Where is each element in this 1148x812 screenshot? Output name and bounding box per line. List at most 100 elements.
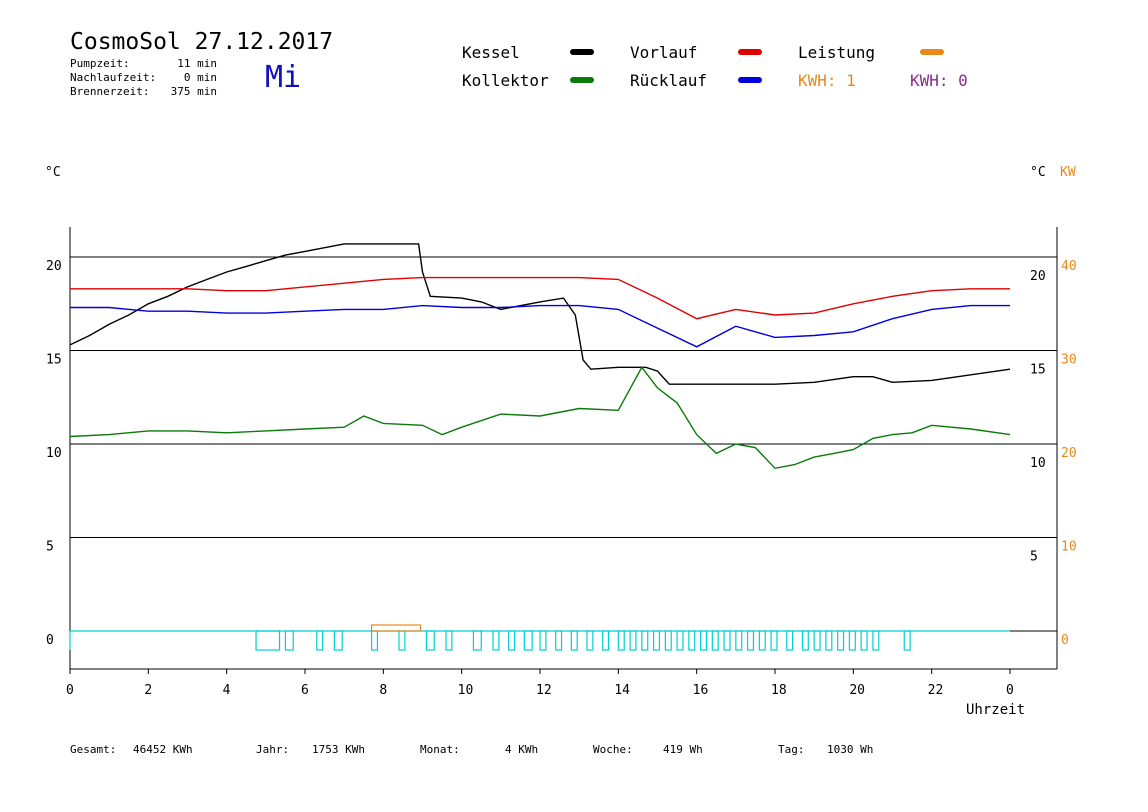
left-tick-label: 20 [46,259,62,274]
pump-pulse [398,630,406,651]
legend-leistung-label: Leistung [798,43,876,62]
pump-pulse [641,630,649,651]
right-kw-tick-label: 20 [1061,446,1077,461]
footer-woche-value: 419 Wh [663,743,703,756]
pump-pulse [316,630,324,651]
pump-pulse [539,630,547,651]
stat-nachlauf-label: Nachlaufzeit: [70,71,157,84]
footer-tag-value: 1030 Wh [827,743,874,756]
stat-nachlauf-value: 0 min [183,71,217,84]
pump-pulse [872,630,880,651]
stat-pumpzeit-value: 11 min [177,57,217,70]
x-tick-label: 16 [693,683,709,698]
legend-kwh1: KWH: 1 [798,71,856,90]
pump-pulse [555,630,563,651]
left-tick-label: 10 [46,446,62,461]
footer-jahr-value: 1753 KWh [312,743,365,756]
x-tick-label: 0 [66,683,74,698]
pump-pulse [746,630,755,651]
x-tick-label: 12 [536,683,552,698]
legend-kwh2: KWH: 0 [910,71,968,90]
pump-pulse [786,630,794,651]
pump-pulse [825,630,833,651]
right-kw-axis-unit: KW [1060,165,1076,180]
pump-pulse [723,630,731,651]
pump-pulse [860,630,868,651]
footer-tag-label: Tag: [778,743,805,756]
right-temp-tick-label: 20 [1030,269,1046,284]
pump-pulse [664,630,672,651]
pump-pulse [255,630,281,651]
stat-brenner-label: Brennerzeit: [70,85,150,98]
x-tick-label: 6 [301,683,309,698]
pump-pulse [370,630,379,651]
left-tick-label: 5 [46,540,54,555]
x-tick-label: 0 [1006,683,1014,698]
x-tick-label: 22 [928,683,944,698]
pump-pulse [801,630,809,651]
pump-pulse [492,630,500,651]
pump-pulse [523,630,533,651]
pump-pulse [570,630,578,651]
leistung-bar [370,624,422,632]
pump-pulse [688,630,696,651]
footer-jahr-label: Jahr: [256,743,290,756]
left-tick-label: 15 [46,353,62,368]
pump-pulse [711,630,719,651]
right-temp-tick-label: 5 [1030,550,1038,565]
legend-vorlauf-label: Vorlauf [630,43,698,62]
series-line-kessel [69,243,1011,385]
x-tick-label: 2 [144,683,152,698]
pump-pulse [629,630,637,651]
pump-pulse [617,630,625,651]
left-axis-unit: °C [45,165,61,180]
footer-gesamt-label: Gesamt: [70,743,117,756]
x-tick-label: 18 [771,683,787,698]
right-temp-tick-label: 10 [1030,456,1046,471]
series-line-kollektor [69,366,1011,470]
footer-monat-value: 4 KWh [505,743,539,756]
pump-pulse [284,630,294,651]
pump-pulse [903,630,911,651]
stat-brenner-value: 375 min [170,85,217,98]
pump-pulse [652,630,661,651]
footer-monat-label: Monat: [420,743,460,756]
left-tick-label: 0 [46,633,54,648]
pump-pulse [508,630,516,651]
pump-pulse [333,630,343,651]
legend-kessel-label: Kessel [462,43,520,62]
legend-kollektor-label: Kollektor [462,71,549,90]
x-tick-label: 4 [223,683,231,698]
right-temp-tick-label: 15 [1030,363,1046,378]
pump-pulse [586,630,594,651]
legend-ruecklauf-label: Rücklauf [630,71,708,90]
right-kw-tick-label: 0 [1061,633,1069,648]
pump-pulse [848,630,856,651]
x-axis-title: Uhrzeit [966,702,1026,718]
pump-pulse [425,630,435,651]
right-axis-unit: °C [1030,165,1046,180]
pump-pulse [837,630,845,651]
page-title: CosmoSol 27.12.2017 [70,29,334,55]
x-tick-label: 10 [458,683,474,698]
right-kw-tick-label: 40 [1061,259,1077,274]
pump-pulse [735,630,743,651]
x-tick-label: 20 [849,683,865,698]
pump-pulse [676,630,684,651]
pump-pulse [758,630,766,651]
pump-pulse [445,630,453,651]
series-line-vorlauf [70,276,1010,320]
stat-pumpzeit-label: Pumpzeit: [70,57,130,70]
right-kw-tick-label: 30 [1061,353,1077,368]
pump-pulse [602,630,610,651]
footer-gesamt-value: 46452 KWh [133,743,193,756]
pump-pulse [699,630,708,651]
pump-pulse [770,630,778,651]
pump-pulse [472,630,482,651]
pump-pulse [813,630,821,651]
weekday-label: Mi [265,60,302,95]
x-tick-label: 14 [614,683,630,698]
footer-woche-label: Woche: [593,743,633,756]
x-tick-label: 8 [379,683,387,698]
